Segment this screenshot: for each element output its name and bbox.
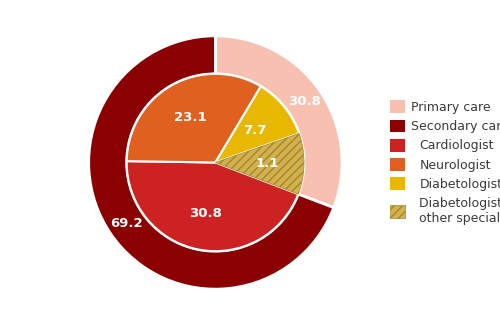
Text: 69.2: 69.2 (110, 217, 143, 230)
Wedge shape (88, 36, 334, 289)
Text: 1.1: 1.1 (255, 157, 278, 170)
Text: 7.7: 7.7 (244, 124, 267, 136)
Wedge shape (126, 161, 298, 251)
Wedge shape (126, 74, 261, 162)
Wedge shape (216, 86, 299, 162)
Text: 23.1: 23.1 (174, 111, 206, 124)
Text: 30.8: 30.8 (189, 206, 222, 219)
Text: 30.8: 30.8 (288, 95, 320, 108)
Wedge shape (216, 36, 342, 208)
Legend: Primary care, Secondary care, Cardiologist, Neurologist, Diabetologist, Diabetol: Primary care, Secondary care, Cardiologi… (386, 97, 500, 228)
Wedge shape (216, 134, 304, 194)
